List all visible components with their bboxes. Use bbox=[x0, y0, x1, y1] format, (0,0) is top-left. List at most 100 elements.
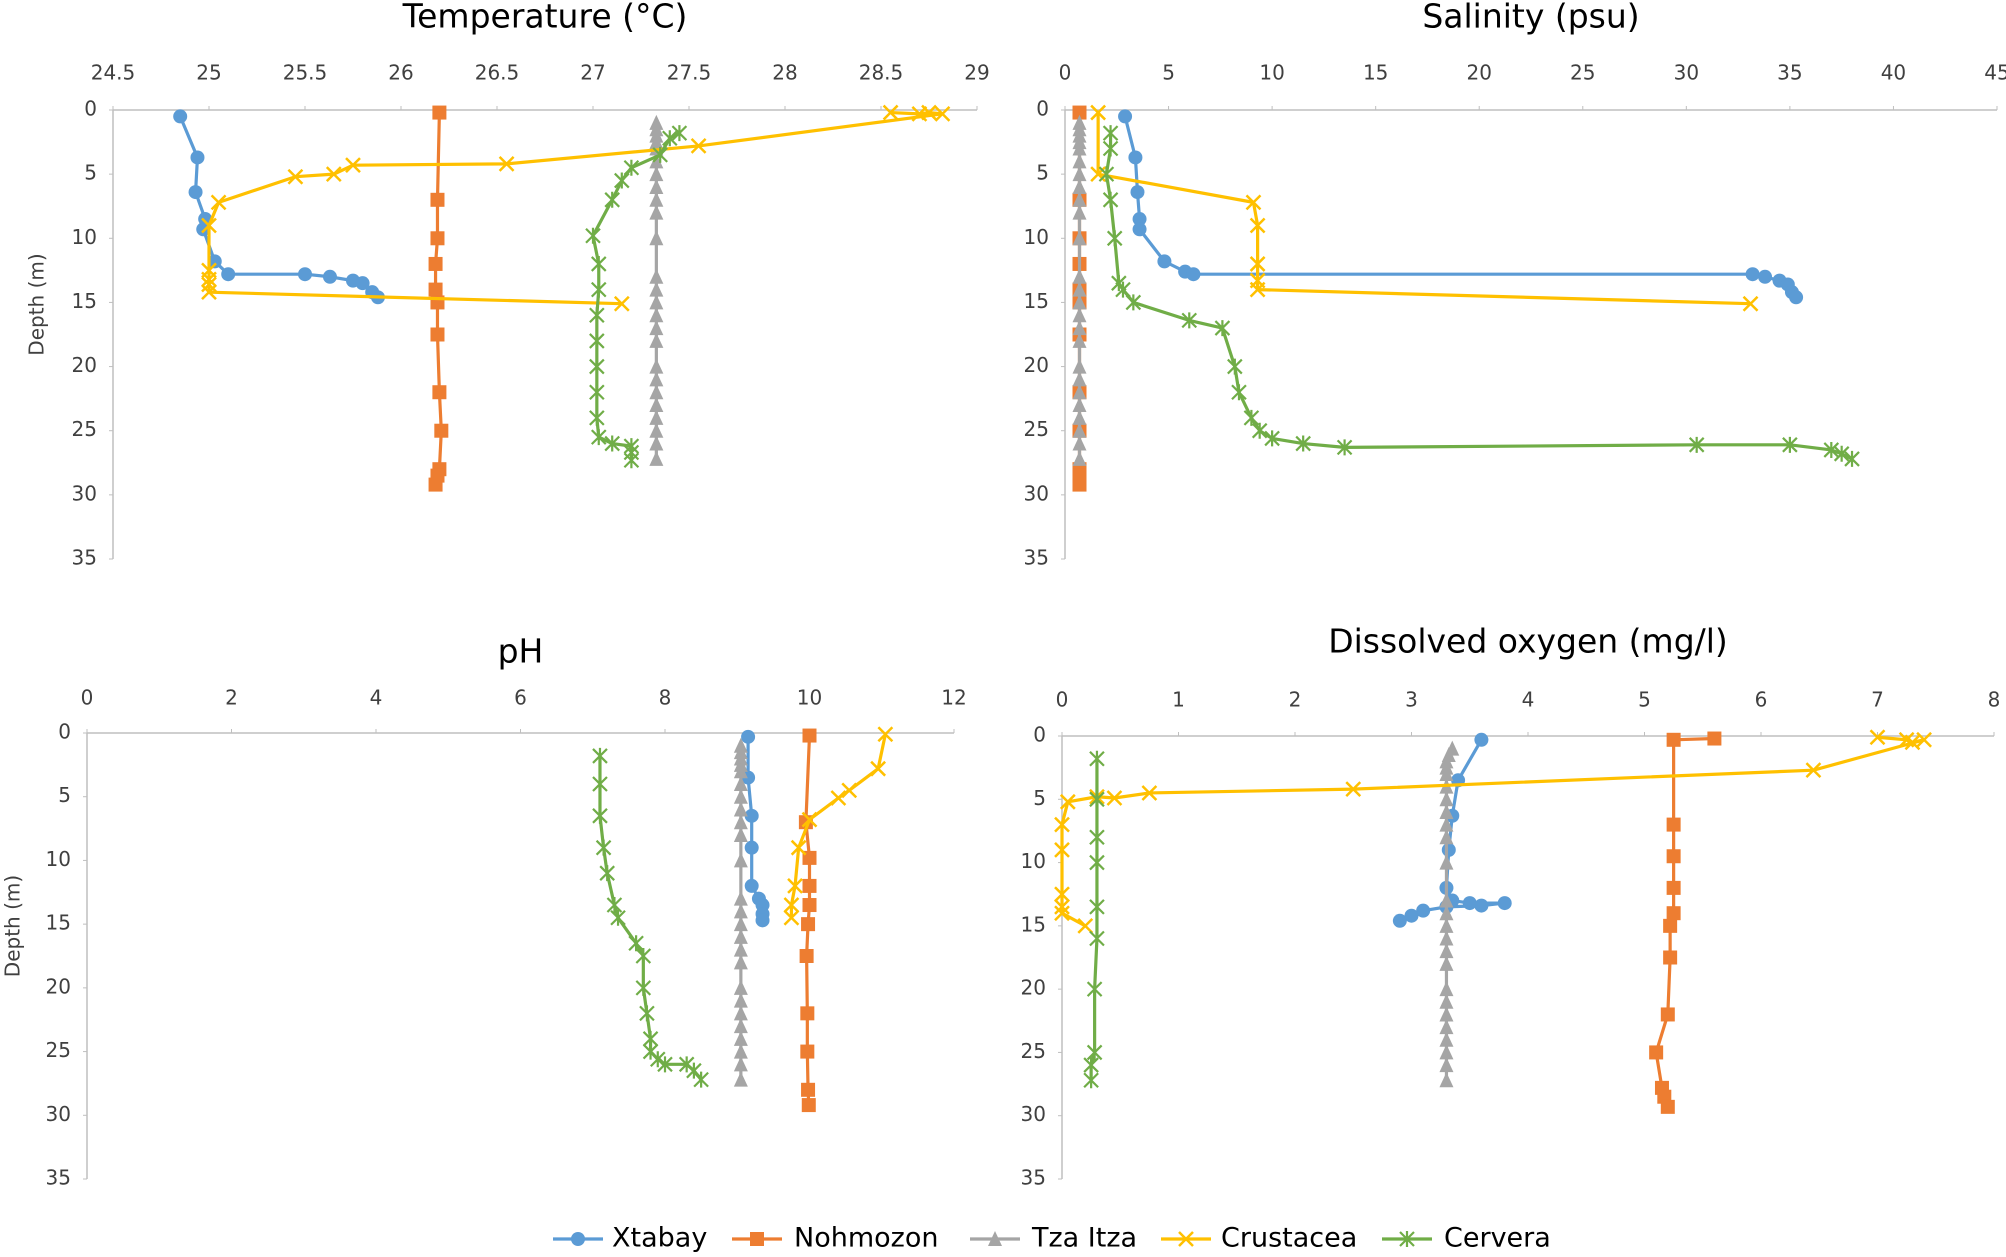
marker bbox=[1789, 290, 1804, 305]
marker bbox=[595, 839, 612, 856]
marker bbox=[613, 295, 630, 312]
x-tick-label: 8 bbox=[1988, 688, 2001, 712]
marker bbox=[690, 138, 707, 154]
series-line bbox=[1089, 758, 1099, 1081]
marker bbox=[649, 332, 664, 348]
marker bbox=[801, 811, 818, 828]
marker bbox=[1054, 905, 1070, 922]
y-tick-label: 30 bbox=[72, 481, 97, 505]
marker bbox=[1089, 930, 1105, 947]
chart-title: Temperature (°C) bbox=[402, 0, 688, 36]
marker bbox=[1295, 435, 1311, 452]
marker bbox=[1059, 793, 1076, 810]
y-tick-label: 20 bbox=[72, 353, 97, 377]
marker bbox=[571, 1232, 585, 1246]
marker bbox=[649, 294, 664, 310]
x-tick-label: 15 bbox=[1363, 61, 1388, 85]
marker bbox=[1688, 436, 1705, 453]
marker bbox=[1106, 790, 1123, 806]
marker bbox=[1077, 917, 1094, 934]
marker bbox=[649, 450, 664, 466]
marker bbox=[1666, 906, 1681, 921]
y-tick-label: 25 bbox=[1024, 417, 1049, 441]
marker bbox=[432, 105, 447, 120]
x-tick-label: 0 bbox=[81, 686, 94, 710]
legend-label: Tza Itza bbox=[1031, 1223, 1137, 1254]
marker bbox=[1178, 1231, 1194, 1247]
chart-title: Dissolved oxygen (mg/l) bbox=[1328, 622, 1728, 661]
marker bbox=[1439, 1072, 1454, 1088]
marker bbox=[649, 384, 664, 400]
marker bbox=[1439, 791, 1454, 807]
marker bbox=[783, 897, 800, 913]
marker bbox=[589, 384, 605, 401]
marker bbox=[1392, 913, 1407, 928]
marker bbox=[1251, 422, 1268, 439]
series-line bbox=[591, 131, 681, 461]
marker bbox=[733, 941, 748, 957]
marker bbox=[1072, 268, 1087, 284]
marker bbox=[1054, 816, 1070, 833]
y-tick-label: 15 bbox=[72, 289, 97, 313]
x-tick-label: 26 bbox=[388, 61, 413, 85]
marker bbox=[1089, 854, 1105, 871]
y-tick-label: 35 bbox=[46, 1166, 71, 1190]
marker bbox=[1782, 436, 1798, 453]
marker bbox=[733, 992, 748, 1008]
marker bbox=[1130, 185, 1145, 200]
y-tick-label: 5 bbox=[1036, 161, 1049, 185]
marker bbox=[870, 760, 887, 777]
x-tick-label: 0 bbox=[1056, 688, 1069, 712]
marker bbox=[430, 327, 445, 342]
marker bbox=[1072, 140, 1087, 156]
marker bbox=[733, 801, 748, 817]
marker bbox=[1086, 981, 1103, 998]
marker bbox=[1072, 204, 1087, 220]
x-tick-label: 40 bbox=[1881, 61, 1906, 85]
marker bbox=[1083, 1072, 1099, 1089]
x-tick-label: 12 bbox=[941, 686, 966, 710]
chart-title: pH bbox=[498, 632, 544, 671]
marker bbox=[1404, 908, 1419, 923]
marker bbox=[1181, 312, 1198, 329]
marker bbox=[1264, 430, 1280, 447]
marker bbox=[830, 790, 847, 806]
marker bbox=[173, 109, 188, 124]
marker bbox=[639, 1005, 655, 1022]
marker bbox=[934, 105, 951, 122]
marker bbox=[649, 1051, 666, 1068]
y-tick-label: 10 bbox=[46, 847, 71, 871]
x-tick-label: 5 bbox=[1638, 688, 1651, 712]
marker bbox=[662, 130, 678, 147]
marker bbox=[610, 909, 626, 926]
marker bbox=[604, 435, 620, 452]
marker bbox=[1089, 898, 1105, 915]
marker bbox=[432, 385, 447, 400]
marker bbox=[1249, 281, 1266, 298]
y-tick-label: 15 bbox=[46, 911, 71, 935]
marker bbox=[196, 222, 211, 237]
marker bbox=[1186, 267, 1201, 282]
marker bbox=[1072, 307, 1087, 323]
y-tick-label: 20 bbox=[46, 974, 71, 998]
marker bbox=[589, 307, 605, 324]
marker bbox=[671, 125, 688, 142]
marker bbox=[801, 917, 816, 932]
marker bbox=[623, 452, 640, 469]
marker bbox=[733, 954, 748, 970]
marker bbox=[1118, 109, 1133, 124]
marker bbox=[1086, 1044, 1103, 1061]
marker bbox=[750, 1232, 764, 1246]
x-tick-label: 2 bbox=[1289, 688, 1302, 712]
marker bbox=[1157, 254, 1172, 269]
legend-label: Cervera bbox=[1444, 1223, 1551, 1254]
marker bbox=[1083, 1057, 1099, 1074]
marker bbox=[733, 826, 748, 842]
marker bbox=[1054, 842, 1070, 858]
marker bbox=[628, 935, 644, 952]
marker bbox=[1089, 829, 1105, 846]
marker bbox=[1245, 194, 1262, 211]
marker bbox=[1072, 371, 1087, 387]
marker bbox=[1474, 898, 1489, 913]
